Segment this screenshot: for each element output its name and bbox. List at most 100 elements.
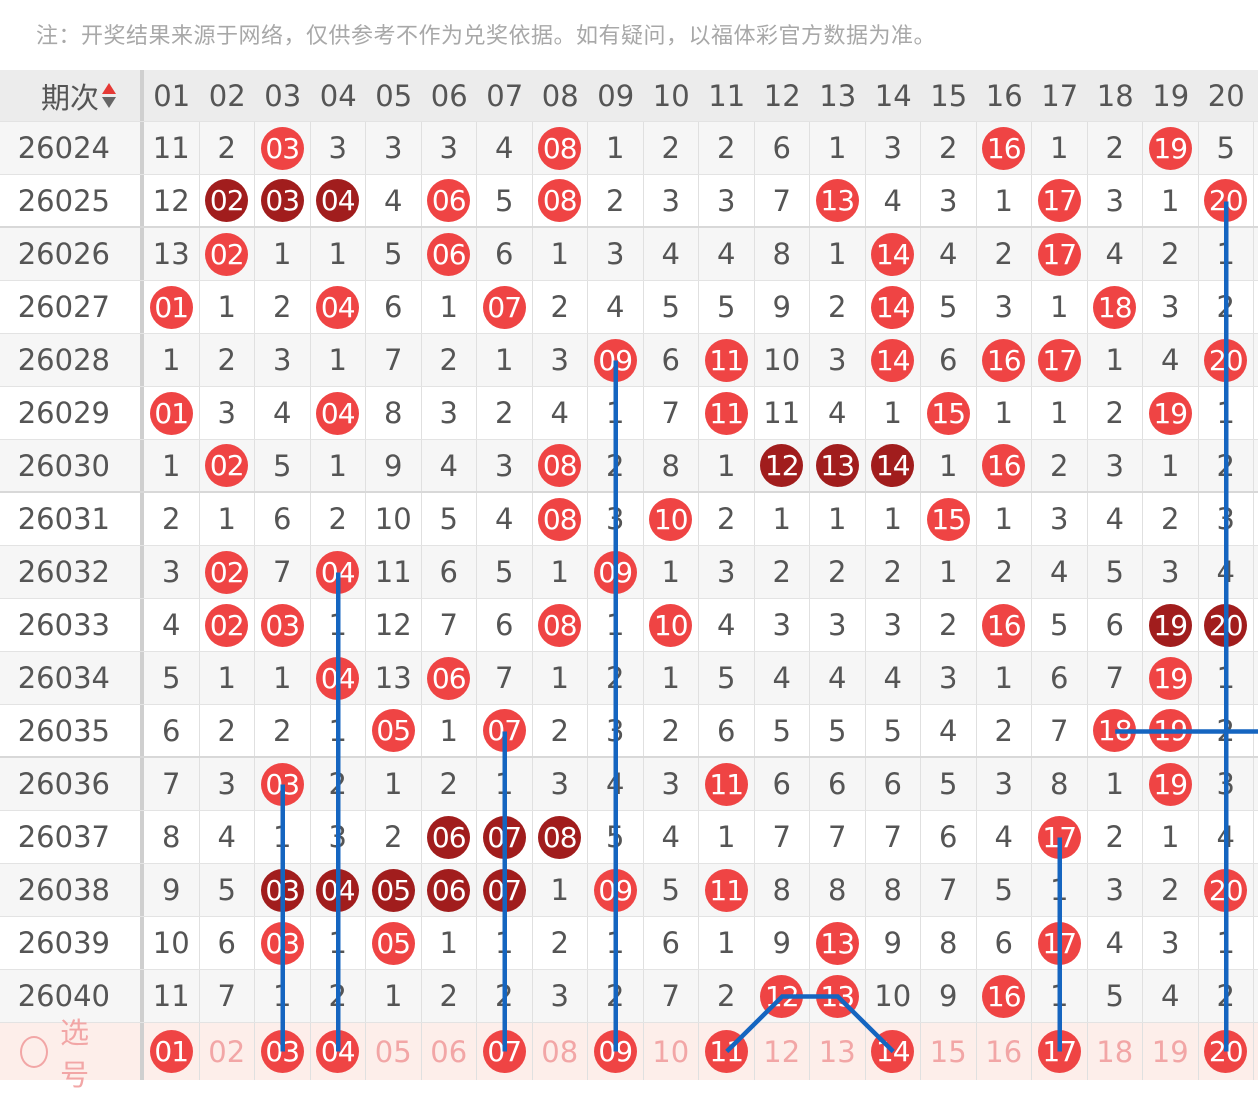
selected-number-ball[interactable]: 04: [316, 1030, 360, 1073]
select-cell-02[interactable]: 02: [200, 1023, 255, 1080]
cell: 7: [422, 599, 477, 651]
select-cell-04[interactable]: 04: [311, 1023, 366, 1080]
select-toggle[interactable]: 选号: [0, 1016, 144, 1092]
unselected-number[interactable]: 02: [208, 1034, 246, 1069]
select-cell-05[interactable]: 05: [366, 1023, 422, 1080]
unselected-number[interactable]: 18: [1096, 1034, 1134, 1069]
cell: 3: [533, 758, 588, 810]
select-cell-20[interactable]: 20: [1199, 1023, 1254, 1080]
unselected-number[interactable]: 15: [929, 1034, 967, 1069]
select-cell-06[interactable]: 06: [422, 1023, 477, 1080]
miss-count: 2: [1105, 396, 1124, 430]
drawn-number-ball: 14: [871, 232, 915, 276]
miss-count: 9: [384, 448, 403, 483]
period-cell: 26039: [0, 917, 144, 969]
select-cell-07[interactable]: 07: [477, 1023, 533, 1080]
select-label: 选号: [60, 1015, 90, 1092]
drawn-number-ball: 02: [205, 550, 249, 594]
radio-circle-icon[interactable]: [20, 1035, 49, 1068]
miss-count: 2: [217, 713, 236, 748]
select-cell-12[interactable]: 12: [755, 1023, 810, 1080]
cell: 3: [810, 334, 866, 386]
select-cell-03[interactable]: 03: [255, 1023, 311, 1080]
drawn-number-ball: 17: [1037, 921, 1081, 965]
drawn-number-ball: 11: [704, 868, 748, 912]
miss-count: 1: [273, 820, 292, 854]
cell: 03: [255, 122, 311, 174]
select-cell-01[interactable]: 01: [144, 1023, 200, 1080]
unselected-number[interactable]: 13: [818, 1034, 856, 1069]
miss-count: 8: [939, 926, 958, 960]
unselected-number[interactable]: 05: [374, 1034, 412, 1069]
unselected-number[interactable]: 06: [430, 1034, 468, 1069]
select-cell-16[interactable]: 16: [977, 1023, 1032, 1080]
cell: 5: [1032, 599, 1088, 651]
cell: 7: [144, 758, 200, 810]
cell: 16: [977, 970, 1032, 1022]
cell: 1: [255, 652, 311, 704]
miss-count: 5: [495, 183, 514, 218]
cell: 3: [866, 599, 921, 651]
select-cell-08[interactable]: 08: [533, 1023, 588, 1080]
selected-number-ball[interactable]: 20: [1204, 1030, 1248, 1073]
cell: 5: [477, 175, 533, 226]
miss-count: 1: [1050, 290, 1069, 324]
table-row: 26027 01 1 2 04 6 1 07 2 4 5 5 9 2 14 5 3 1 18 3 2: [0, 281, 1258, 334]
miss-count: 7: [1050, 713, 1069, 748]
miss-count: 2: [328, 979, 347, 1013]
miss-count: 3: [162, 555, 181, 589]
select-cell-13[interactable]: 13: [810, 1023, 866, 1080]
cell: 03: [255, 917, 311, 969]
selected-number-ball[interactable]: 01: [149, 1030, 193, 1073]
cell: 3: [977, 758, 1032, 810]
selected-number-ball[interactable]: 11: [704, 1030, 748, 1073]
miss-count: 3: [1161, 555, 1180, 589]
cell: 8: [866, 864, 921, 916]
cell: 8: [810, 864, 866, 916]
cell: 07: [477, 864, 533, 916]
select-cell-17[interactable]: 17: [1032, 1023, 1088, 1080]
miss-count: 1: [661, 555, 680, 589]
cell: 2: [311, 493, 366, 545]
column-header-02: 02: [208, 78, 246, 113]
miss-count: 2: [1105, 131, 1124, 165]
cell: 03: [255, 599, 311, 651]
select-cell-18[interactable]: 18: [1088, 1023, 1143, 1080]
column-header-15: 15: [930, 78, 968, 113]
miss-count: 3: [439, 396, 458, 430]
selected-number-ball[interactable]: 07: [482, 1030, 526, 1073]
unselected-number[interactable]: 19: [1151, 1034, 1189, 1069]
miss-count: 4: [717, 608, 736, 642]
miss-count: 2: [384, 820, 403, 854]
drawn-number-ball: 17: [1037, 179, 1081, 222]
cell: 4: [422, 440, 477, 491]
unselected-number[interactable]: 16: [985, 1034, 1023, 1069]
cell: 2: [810, 281, 866, 333]
miss-count: 4: [606, 767, 625, 801]
cell: 6: [810, 758, 866, 810]
unselected-number[interactable]: 10: [652, 1034, 690, 1069]
sort-up-down-icon[interactable]: [102, 83, 116, 108]
cell: 20: [1199, 334, 1254, 386]
cell: 1: [1143, 175, 1199, 226]
repeat-number-ball: 14: [871, 444, 915, 487]
cell: 1: [366, 970, 422, 1022]
select-cell-14[interactable]: 14: [866, 1023, 921, 1080]
period-column-header[interactable]: 期次: [0, 70, 144, 121]
miss-count: 1: [1050, 979, 1069, 1013]
selected-number-ball[interactable]: 03: [260, 1030, 304, 1073]
miss-count: 8: [1050, 767, 1069, 801]
select-cell-11[interactable]: 11: [699, 1023, 755, 1080]
unselected-number[interactable]: 12: [763, 1034, 801, 1069]
selected-number-ball[interactable]: 14: [871, 1030, 915, 1073]
select-cell-19[interactable]: 19: [1143, 1023, 1199, 1080]
select-cell-10[interactable]: 10: [644, 1023, 699, 1080]
selected-number-ball[interactable]: 17: [1037, 1030, 1081, 1073]
drawn-number-ball: 19: [1148, 126, 1192, 170]
cell: 1: [533, 228, 588, 280]
selected-number-ball[interactable]: 09: [593, 1030, 637, 1073]
select-cell-09[interactable]: 09: [588, 1023, 644, 1080]
miss-count: 1: [384, 767, 403, 801]
unselected-number[interactable]: 08: [541, 1034, 579, 1069]
select-cell-15[interactable]: 15: [921, 1023, 977, 1080]
